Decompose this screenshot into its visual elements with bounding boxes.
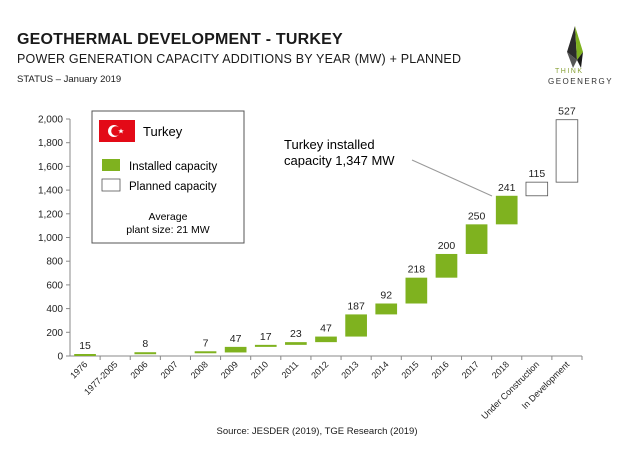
legend-installed-label: Installed capacity	[129, 161, 217, 173]
data-label: 250	[468, 210, 486, 222]
data-label: 115	[528, 168, 545, 180]
status-date: STATUS – January 2019	[17, 74, 122, 85]
data-label: 17	[260, 331, 272, 343]
data-label: 241	[498, 182, 516, 194]
x-tick-label: 2015	[400, 359, 421, 380]
x-tick-label: 2007	[159, 359, 180, 380]
chart-title: GEOTHERMAL DEVELOPMENT - TURKEY	[17, 31, 343, 48]
bar-2016	[435, 253, 458, 278]
logo-think-text: THINK	[555, 68, 584, 75]
installed-total-annotation: Turkey installed capacity 1,347 MW	[284, 137, 493, 197]
bar-2012	[315, 336, 337, 343]
bar-2008	[194, 351, 217, 354]
bar-in-development	[555, 119, 579, 183]
chart-source: Source: JESDER (2019), TGE Research (201…	[216, 426, 418, 437]
y-tick-label: 800	[46, 257, 63, 268]
legend-country: Turkey	[143, 124, 183, 139]
y-tick-label: 600	[46, 280, 63, 291]
x-tick-label: 2010	[249, 359, 270, 380]
bar-2010	[254, 344, 277, 347]
x-tick-label: 2018	[490, 359, 511, 380]
y-tick-label: 2,000	[38, 115, 63, 126]
x-tick-label: 2006	[128, 359, 149, 380]
y-tick-label: 1,000	[38, 233, 63, 244]
bar-2011	[285, 342, 307, 345]
bar-2017	[465, 224, 488, 254]
data-label: 7	[203, 337, 209, 349]
data-label: 47	[320, 323, 332, 335]
x-tick-label: 2014	[369, 359, 390, 380]
y-tick-label: 400	[46, 304, 63, 315]
chart-bars: 15 8 7 47 17 23 47 187 92 218 200 250 241 115 527	[74, 106, 579, 356]
x-tick-label: 2009	[219, 359, 240, 380]
x-tick-label: 2016	[430, 359, 451, 380]
data-label: 92	[380, 290, 392, 302]
x-tick-label: 2012	[309, 359, 330, 380]
annotation-line2: capacity 1,347 MW	[284, 153, 395, 168]
bar-under-construction	[525, 181, 549, 197]
x-tick-label: 1976	[68, 359, 89, 380]
data-label: 8	[142, 338, 148, 350]
data-label: 218	[408, 264, 426, 276]
x-tick-label: 2008	[189, 359, 210, 380]
data-label: 527	[558, 106, 576, 118]
data-label: 47	[230, 333, 242, 345]
data-label: 23	[290, 328, 302, 340]
data-label: 200	[438, 240, 456, 252]
y-tick-label: 200	[46, 328, 63, 339]
annotation-line1: Turkey installed	[284, 137, 375, 152]
y-tick-label: 1,200	[38, 209, 63, 220]
bar-2018	[495, 195, 518, 225]
y-tick-label: 1,800	[38, 138, 63, 149]
x-tick-label: 2013	[339, 359, 360, 380]
data-label: 187	[347, 300, 365, 312]
chart-subtitle: POWER GENERATION CAPACITY ADDITIONS BY Y…	[17, 52, 462, 66]
bar-1976	[74, 354, 96, 356]
turkey-flag-icon	[99, 120, 135, 142]
legend-planned-label: Planned capacity	[129, 181, 217, 193]
think-geoenergy-logo-icon	[567, 26, 583, 68]
legend-installed-swatch	[102, 159, 120, 171]
legend-planned-swatch	[101, 178, 121, 192]
annotation-pointer-line	[411, 159, 493, 197]
legend-average-line2: plant size: 21 MW	[126, 224, 210, 236]
bar-2013	[345, 314, 367, 337]
bar-2014	[375, 303, 398, 315]
bar-2015	[405, 277, 428, 304]
bar-2006	[134, 352, 157, 355]
legend: Turkey Installed capacity Planned capaci…	[91, 110, 245, 244]
y-tick-label: 1,600	[38, 162, 63, 173]
x-tick-label: 2017	[460, 359, 481, 380]
legend-average-line1: Average	[149, 211, 188, 223]
y-tick-label: 1,400	[38, 186, 63, 197]
x-tick-label: 2011	[280, 359, 301, 380]
y-tick-label: 0	[57, 352, 63, 363]
bar-2009	[224, 346, 247, 353]
logo-geoenergy-text: GEOENERGY	[548, 77, 614, 86]
data-label: 15	[79, 340, 91, 352]
